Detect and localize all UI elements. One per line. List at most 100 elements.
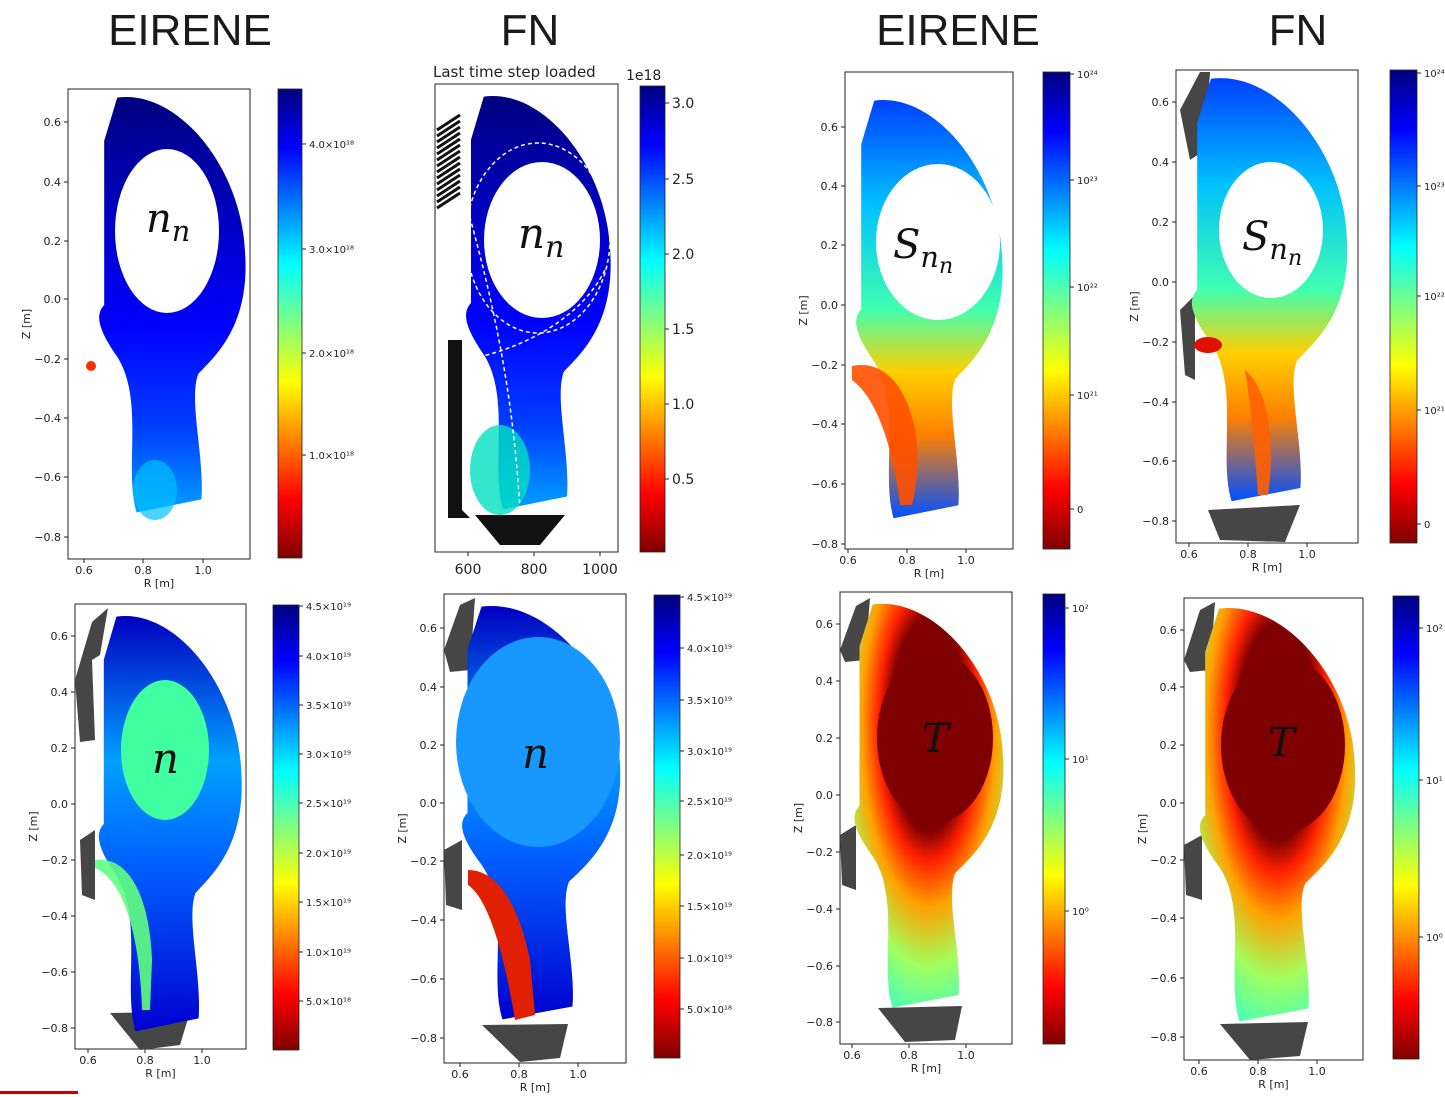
core-hole — [876, 164, 1000, 320]
x-tick-label: 1.0 — [569, 1068, 587, 1081]
colorbar — [639, 85, 666, 553]
wall-shape — [448, 340, 470, 518]
y-tick-label: −0.2 — [1150, 854, 1177, 867]
x-axis-label: R [m] — [520, 1081, 550, 1094]
y-tick-label: −0.2 — [811, 359, 838, 372]
x-axis-label: R [m] — [144, 577, 174, 590]
separatrix-legs — [464, 199, 606, 511]
y-tick-label: −0.4 — [811, 418, 838, 431]
y-tick-label: −0.6 — [1150, 972, 1177, 985]
coil-segment — [436, 143, 461, 162]
variable-subscript: n — [920, 240, 939, 274]
colorbar-tick-label: 10²² — [1077, 283, 1098, 294]
colorbar-tick-label: 5.0×10¹⁸ — [306, 997, 351, 1008]
y-tick-label: 0.6 — [816, 618, 834, 631]
colorbar-tick-label: 1.5×10¹⁹ — [687, 902, 732, 913]
y-axis-label: Z [m] — [27, 811, 40, 841]
y-tick-label: 0.0 — [51, 798, 69, 811]
x-tick-label: 0.6 — [839, 554, 857, 567]
y-tick-label: 0.6 — [1152, 96, 1170, 109]
y-tick-label: 0.4 — [420, 681, 438, 694]
y-tick-label: 0.4 — [816, 675, 834, 688]
colorbar-tick-label: 5.0×10¹⁸ — [687, 1005, 732, 1016]
coil-segment — [436, 137, 461, 156]
colorbar-tick-label: 4.0×10¹⁹ — [687, 644, 732, 655]
colorbar-tick-label: 0 — [1424, 520, 1430, 531]
x-tick-label: 0.8 — [898, 554, 916, 567]
y-tick-label: 0.0 — [816, 789, 834, 802]
panel-2: 0.6 0.8 1.0 0.6 0.4 0.2 0.0 −0.2 −0.4 −0.6 −0.8 R [… — [797, 70, 1098, 580]
y-axis-label: Z [m] — [1136, 814, 1149, 844]
x-tick-label: 1.0 — [957, 554, 975, 567]
x-tick-label: 1000 — [582, 562, 618, 578]
colorbar — [272, 604, 300, 1051]
divertor-glow — [470, 425, 530, 515]
colorbar-tick-label: 3.0×10¹⁹ — [687, 747, 732, 758]
colorbar-tick-label: 10² — [1072, 604, 1089, 615]
divertor-leg — [95, 859, 152, 1010]
coil-segment — [436, 185, 461, 204]
colorbar-tick-label: 10²³ — [1077, 176, 1098, 187]
y-tick-label: −0.6 — [34, 471, 61, 484]
separatrix-line — [465, 142, 611, 334]
colorbar-tick-label: 2.0×10¹⁸ — [309, 349, 354, 360]
y-tick-label: −0.2 — [41, 854, 68, 867]
colorbar-tick-label: 0.5 — [672, 472, 694, 488]
y-tick-label: −0.2 — [410, 855, 437, 868]
coil-segment — [436, 125, 461, 144]
x-tick-label: 1.0 — [1298, 548, 1316, 561]
y-tick-label: 0.4 — [821, 180, 839, 193]
y-tick-label: −0.8 — [34, 531, 61, 544]
y-tick-label: −0.6 — [806, 960, 833, 973]
colorbar — [1042, 71, 1071, 550]
x-tick-label: 0.8 — [510, 1068, 528, 1081]
variable-subsubscript: n — [1288, 246, 1302, 271]
coil-segment — [436, 131, 461, 150]
x-tick-label: 1.0 — [957, 1049, 975, 1062]
y-tick-label: 0.0 — [1160, 797, 1178, 810]
y-tick-label: 0.0 — [420, 797, 438, 810]
colorbar — [653, 594, 681, 1059]
x-tick-label: 0.8 — [1249, 1065, 1267, 1078]
y-tick-label: −0.2 — [1142, 336, 1169, 349]
colorbar-tick-label: 10²³ — [1424, 182, 1445, 193]
y-tick-label: 0.2 — [1152, 216, 1170, 229]
colorbar-tick-label: 10²¹ — [1424, 406, 1445, 417]
x-tick-label: 0.6 — [451, 1068, 469, 1081]
y-tick-label: 0.2 — [420, 739, 438, 752]
colorbar-tick-label: 4.0×10¹⁹ — [306, 652, 351, 663]
y-tick-label: 0.2 — [44, 235, 62, 248]
y-tick-label: 0.2 — [1160, 739, 1178, 752]
panel-0: 0.6 0.8 1.0 0.6 0.4 0.2 0.0 −0.2 −0.4 −0.6 −0.8 R [… — [20, 88, 354, 590]
core-region — [456, 637, 620, 847]
header-eirene-1: EIRENE — [108, 6, 272, 55]
colorbar-tick-label: 10²⁴ — [1424, 69, 1445, 80]
y-tick-label: 0.2 — [821, 239, 839, 252]
colorbar-tick-label: 1.0×10¹⁸ — [309, 451, 354, 462]
colorbar-tick-label: 2.5×10¹⁹ — [687, 797, 732, 808]
y-tick-label: −0.6 — [410, 973, 437, 986]
y-tick-label: −0.8 — [806, 1016, 833, 1029]
colorbar-tick-label: 1.5×10¹⁹ — [306, 898, 351, 909]
y-tick-label: 0.2 — [816, 732, 834, 745]
colorbar-tick-label: 3.5×10¹⁹ — [306, 701, 351, 712]
colorbar-tick-label: 3.0×10¹⁸ — [309, 245, 354, 256]
divertor-glow — [133, 460, 177, 520]
x-tick-label: 0.6 — [1180, 548, 1198, 561]
core-hole — [484, 162, 600, 318]
y-tick-label: 0.4 — [1152, 156, 1170, 169]
y-tick-label: −0.4 — [410, 914, 437, 927]
coil-segment — [436, 191, 461, 210]
y-axis-label: Z [m] — [792, 803, 805, 833]
colorbar-tick-label: 4.0×10¹⁸ — [309, 140, 354, 151]
colorbar-tick-label: 2.0×10¹⁹ — [687, 851, 732, 862]
x-axis-label: R [m] — [911, 1062, 941, 1075]
fn-top-title: Last time step loaded — [433, 63, 596, 81]
x-tick-label: 0.6 — [1190, 1065, 1208, 1078]
colorbar-tick-label: 10⁰ — [1072, 907, 1089, 918]
colorbar-tick-label: 10¹ — [1426, 776, 1443, 787]
header-fn-1: FN — [500, 6, 560, 55]
wall-shape — [1180, 72, 1300, 542]
x-tick-label: 0.8 — [900, 1049, 918, 1062]
